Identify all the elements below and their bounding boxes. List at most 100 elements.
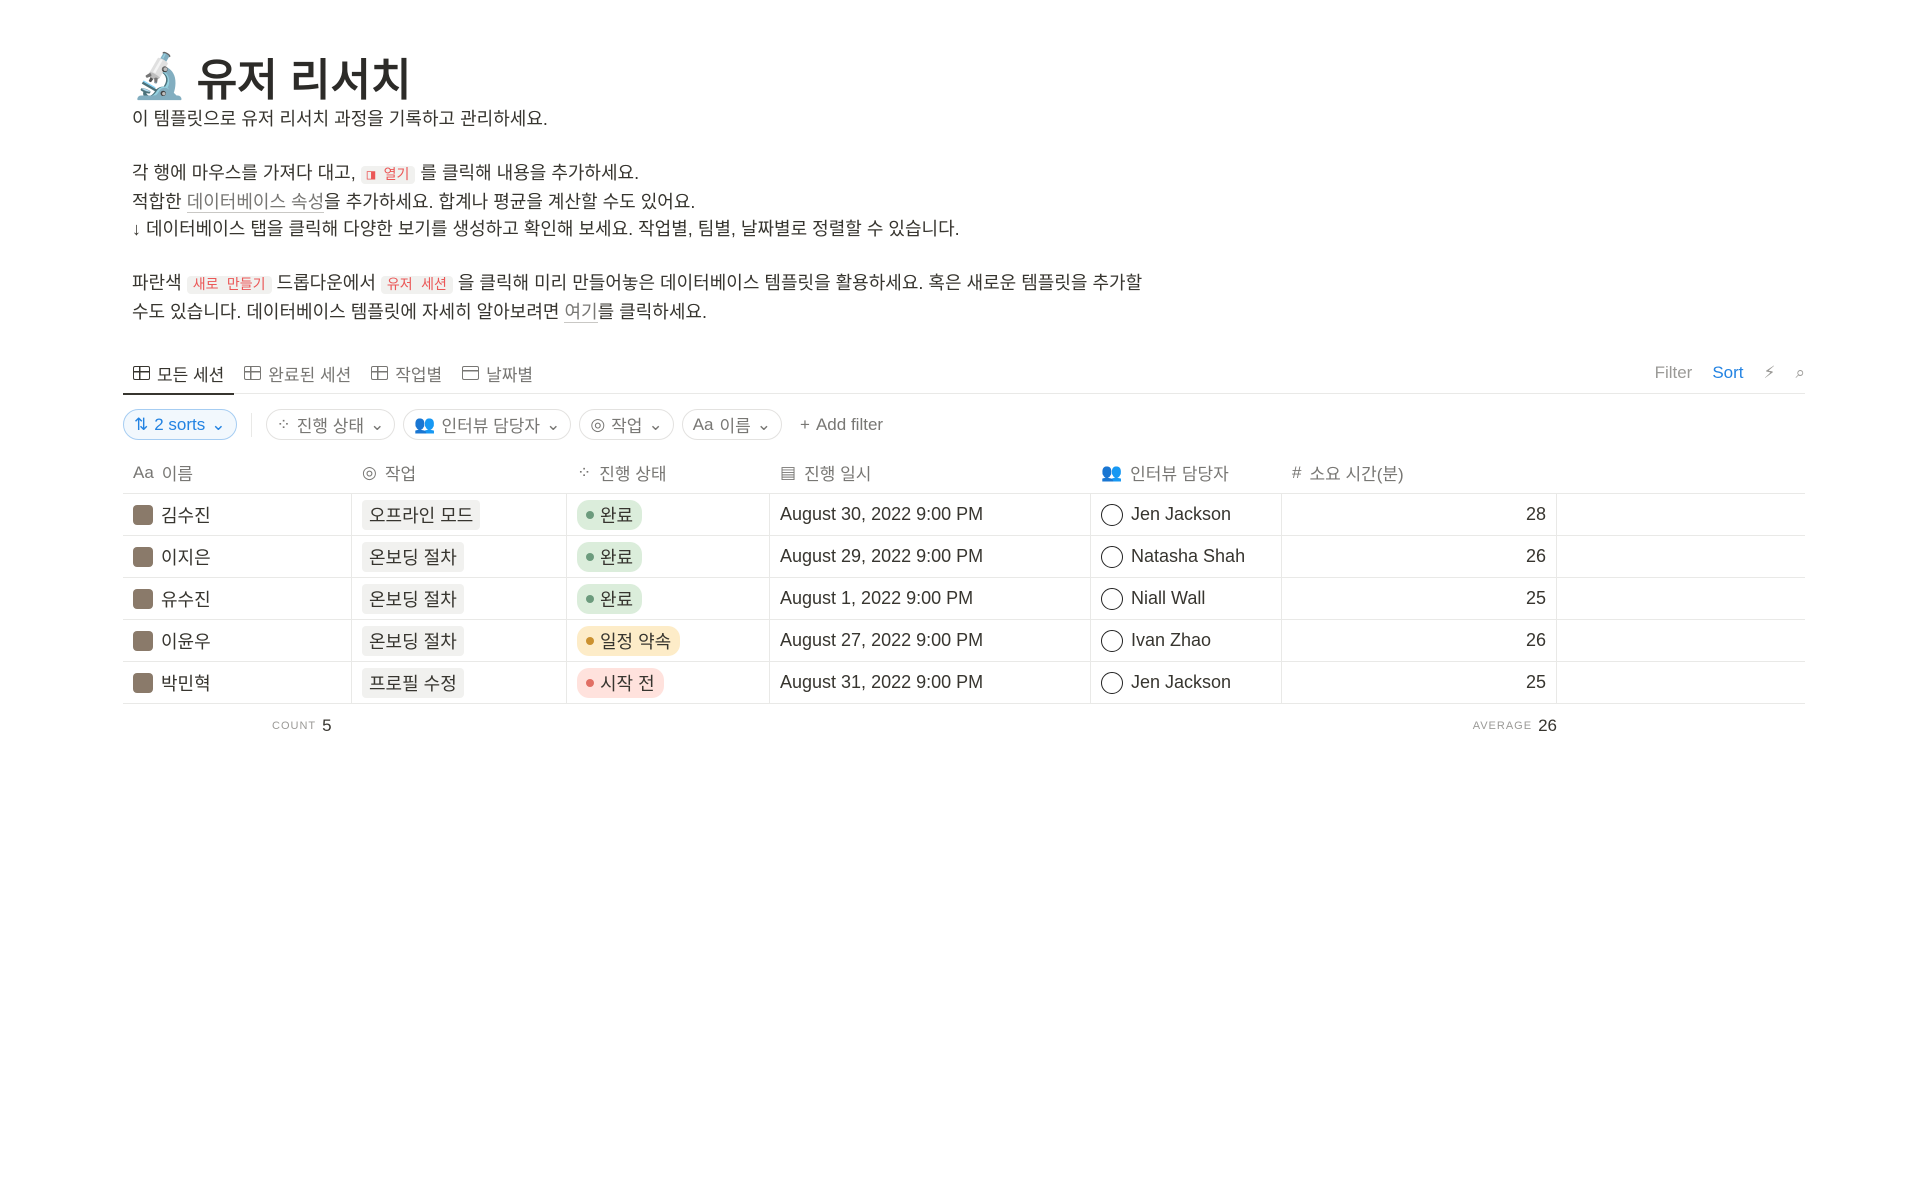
- status-dot-icon: [586, 510, 594, 519]
- task-cell[interactable]: 오프라인 모드: [352, 494, 567, 535]
- date-cell[interactable]: August 30, 2022 9:00 PM: [770, 494, 1091, 535]
- table-row[interactable]: 김수진 오프라인 모드 완료 August 30, 2022 9:00 PM J…: [123, 494, 1805, 536]
- status-badge: 시작 전: [577, 667, 664, 698]
- task-cell[interactable]: 온보딩 절차: [352, 578, 567, 619]
- filter-status[interactable]: ⁘ 진행 상태 ⌄: [265, 409, 396, 440]
- table-row[interactable]: 이윤우 온보딩 절차 일정 약속 August 27, 2022 9:00 PM…: [123, 620, 1805, 662]
- search-icon[interactable]: ⌕: [1795, 363, 1805, 382]
- sort-button[interactable]: Sort: [1712, 363, 1744, 382]
- count-summary[interactable]: COUNT 5: [272, 716, 332, 735]
- filter-button[interactable]: Filter: [1654, 363, 1693, 382]
- task-cell[interactable]: 온보딩 절차: [352, 620, 567, 661]
- select-icon: ◎: [590, 414, 606, 434]
- status-dot-icon: [586, 552, 594, 561]
- name-cell[interactable]: 유수진: [123, 578, 352, 619]
- sorts-button[interactable]: ⇅ 2 sorts ⌄: [123, 409, 237, 440]
- tab-completed-sessions[interactable]: 완료된 세션: [234, 352, 361, 394]
- status-cell[interactable]: 일정 약속: [567, 620, 770, 661]
- task-cell[interactable]: 프로필 수정: [352, 662, 567, 703]
- interviewer-cell[interactable]: Jen Jackson: [1091, 662, 1282, 703]
- minutes-cell[interactable]: 25: [1282, 578, 1557, 619]
- col-date[interactable]: ▤ 진행 일시: [780, 462, 872, 485]
- date-cell[interactable]: August 29, 2022 9:00 PM: [770, 536, 1091, 577]
- chevron-down-icon: ⌄: [756, 414, 772, 434]
- col-task[interactable]: ◎ 작업: [362, 462, 417, 485]
- db-property-link[interactable]: 데이터베이스 속성: [186, 192, 325, 213]
- status-icon: ⁘: [276, 414, 291, 434]
- filter-interviewer[interactable]: 👥 인터뷰 담당자 ⌄: [403, 409, 572, 440]
- avatar: [1101, 671, 1123, 694]
- task-tag: 온보딩 절차: [362, 583, 464, 614]
- new-chip: 새로 만들기: [186, 276, 272, 294]
- chevron-down-icon: ⌄: [648, 414, 663, 434]
- chevron-down-icon: ⌄: [211, 414, 226, 434]
- people-icon: 👥: [1101, 462, 1123, 482]
- description: 이 템플릿으로 유저 리서치 과정을 기록하고 관리하세요. 각 행에 마우스를…: [132, 106, 1152, 326]
- user-session-chip: 유저 세션: [380, 276, 453, 294]
- sessions-table: Aa 이름 ◎ 작업 ⁘ 진행 상태 ▤ 진행 일시 👥 인터뷰 담당자 # 소요 시간(분…: [123, 452, 1805, 704]
- status-cell[interactable]: 완료: [567, 494, 770, 535]
- name-cell[interactable]: 박민혁: [123, 662, 352, 703]
- view-toolbar: Filter Sort ⚡ ⌕: [1655, 352, 1805, 394]
- name-cell[interactable]: 이지은: [123, 536, 352, 577]
- status-cell[interactable]: 완료: [567, 578, 770, 619]
- task-tag: 온보딩 절차: [362, 541, 464, 572]
- status-cell[interactable]: 완료: [567, 536, 770, 577]
- date-cell[interactable]: August 1, 2022 9:00 PM: [770, 578, 1091, 619]
- minutes-cell[interactable]: 26: [1282, 536, 1557, 577]
- add-filter-button[interactable]: + Add filter: [800, 414, 884, 434]
- status-badge: 일정 약속: [577, 625, 681, 656]
- date-cell[interactable]: August 27, 2022 9:00 PM: [770, 620, 1091, 661]
- desc-line: 각 행에 마우스를 가져다 대고, ◨ 열기 를 클릭해 내용을 추가하세요.: [132, 163, 640, 184]
- filter-task[interactable]: ◎ 작업 ⌄: [579, 409, 674, 440]
- avatar: [1101, 545, 1123, 568]
- interviewer-cell[interactable]: Niall Wall: [1091, 578, 1282, 619]
- status-cell[interactable]: 시작 전: [567, 662, 770, 703]
- avatar: [133, 546, 153, 567]
- name-cell[interactable]: 이윤우: [123, 620, 352, 661]
- filter-name[interactable]: Aa 이름 ⌄: [681, 409, 783, 440]
- chevron-down-icon: ⌄: [370, 414, 385, 434]
- status-dot-icon: [586, 636, 594, 645]
- view-tabs: 모든 세션 완료된 세션 작업별 날짜별: [123, 352, 1805, 395]
- task-tag: 오프라인 모드: [362, 499, 481, 530]
- minutes-cell[interactable]: 25: [1282, 662, 1557, 703]
- avatar: [1101, 587, 1123, 610]
- number-icon: #: [1292, 462, 1302, 482]
- task-tag: 온보딩 절차: [362, 625, 464, 656]
- text-icon: Aa: [692, 414, 714, 434]
- here-link[interactable]: 여기: [564, 302, 598, 323]
- automation-icon[interactable]: ⚡: [1763, 363, 1776, 382]
- table-row[interactable]: 박민혁 프로필 수정 시작 전 August 31, 2022 9:00 PM …: [123, 662, 1805, 704]
- col-name[interactable]: Aa 이름: [133, 462, 194, 485]
- average-summary[interactable]: AVERAGE 26: [1472, 716, 1557, 735]
- col-status[interactable]: ⁘ 진행 상태: [577, 462, 667, 485]
- desc-line: 적합한 데이터베이스 속성을 추가하세요. 합계나 평균을 계산할 수도 있어요…: [132, 192, 696, 213]
- task-tag: 프로필 수정: [362, 667, 464, 698]
- tab-by-date[interactable]: 날짜별: [452, 352, 543, 394]
- microscope-icon: 🔬: [132, 52, 187, 101]
- chevron-down-icon: ⌄: [546, 414, 561, 434]
- col-interviewer[interactable]: 👥 인터뷰 담당자: [1101, 462, 1229, 485]
- minutes-cell[interactable]: 28: [1282, 494, 1557, 535]
- avatar: [1101, 503, 1123, 526]
- interviewer-cell[interactable]: Ivan Zhao: [1091, 620, 1282, 661]
- table-row[interactable]: 이지은 온보딩 절차 완료 August 29, 2022 9:00 PM Na…: [123, 536, 1805, 578]
- date-cell[interactable]: August 31, 2022 9:00 PM: [770, 662, 1091, 703]
- task-cell[interactable]: 온보딩 절차: [352, 536, 567, 577]
- calendar-icon: [462, 366, 480, 380]
- name-cell[interactable]: 김수진: [123, 494, 352, 535]
- interviewer-cell[interactable]: Natasha Shah: [1091, 536, 1282, 577]
- title-text: 유저 리서치: [196, 56, 412, 105]
- avatar: [133, 588, 153, 609]
- tab-all-sessions[interactable]: 모든 세션: [123, 352, 235, 395]
- interviewer-cell[interactable]: Jen Jackson: [1091, 494, 1282, 535]
- minutes-cell[interactable]: 26: [1282, 620, 1557, 661]
- filter-bar: ⇅ 2 sorts ⌄ ⁘ 진행 상태 ⌄ 👥 인터뷰 담당자 ⌄ ◎ 작업 ⌄ Aa 이름 ⌄ +…: [123, 409, 893, 440]
- tab-by-task[interactable]: 작업별: [361, 352, 452, 394]
- col-minutes[interactable]: # 소요 시간(분): [1292, 462, 1404, 485]
- table-row[interactable]: 유수진 온보딩 절차 완료 August 1, 2022 9:00 PM Nia…: [123, 578, 1805, 620]
- desc-line: ↓ 데이터베이스 탭을 클릭해 다양한 보기를 생성하고 확인해 보세요. 작업…: [132, 219, 960, 239]
- people-icon: 👥: [414, 414, 436, 434]
- divider: [250, 412, 252, 437]
